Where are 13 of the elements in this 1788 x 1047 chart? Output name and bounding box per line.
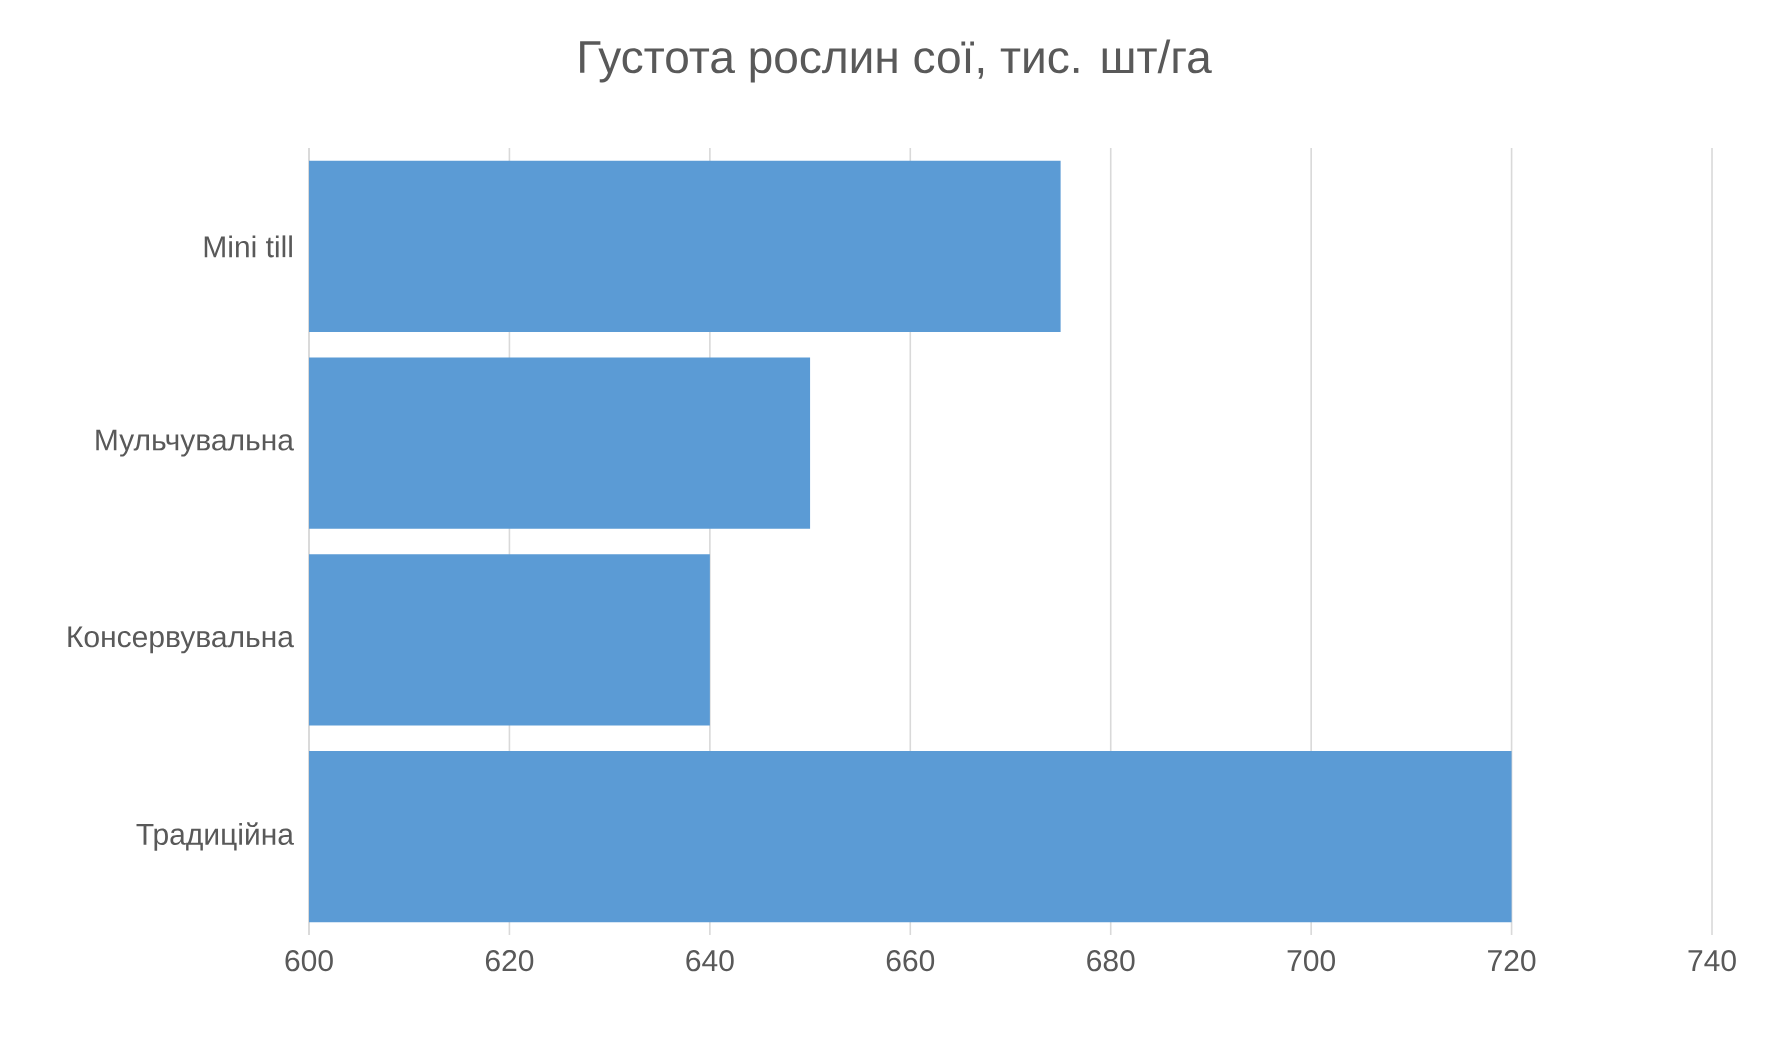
x-tick-label: 660: [886, 950, 935, 972]
chart-title: Густота рослин сої, тис. шт/га: [580, 39, 1212, 83]
y-tick-label: Консервувальна: [68, 626, 294, 654]
x-tick-label: 700: [1287, 950, 1335, 972]
y-tick-label: Mini till: [204, 235, 292, 258]
x-tick-label: 640: [686, 950, 734, 972]
x-tick-label: 740: [1688, 950, 1736, 972]
x-tick-label: 600: [285, 950, 333, 972]
y-tick-label: Мульчувальна: [96, 429, 294, 457]
x-tick-label: 720: [1488, 950, 1536, 972]
y-tick-label: Традиційна: [136, 822, 294, 851]
x-tick-label: 680: [1087, 950, 1135, 972]
x-tick-label: 620: [485, 950, 534, 972]
